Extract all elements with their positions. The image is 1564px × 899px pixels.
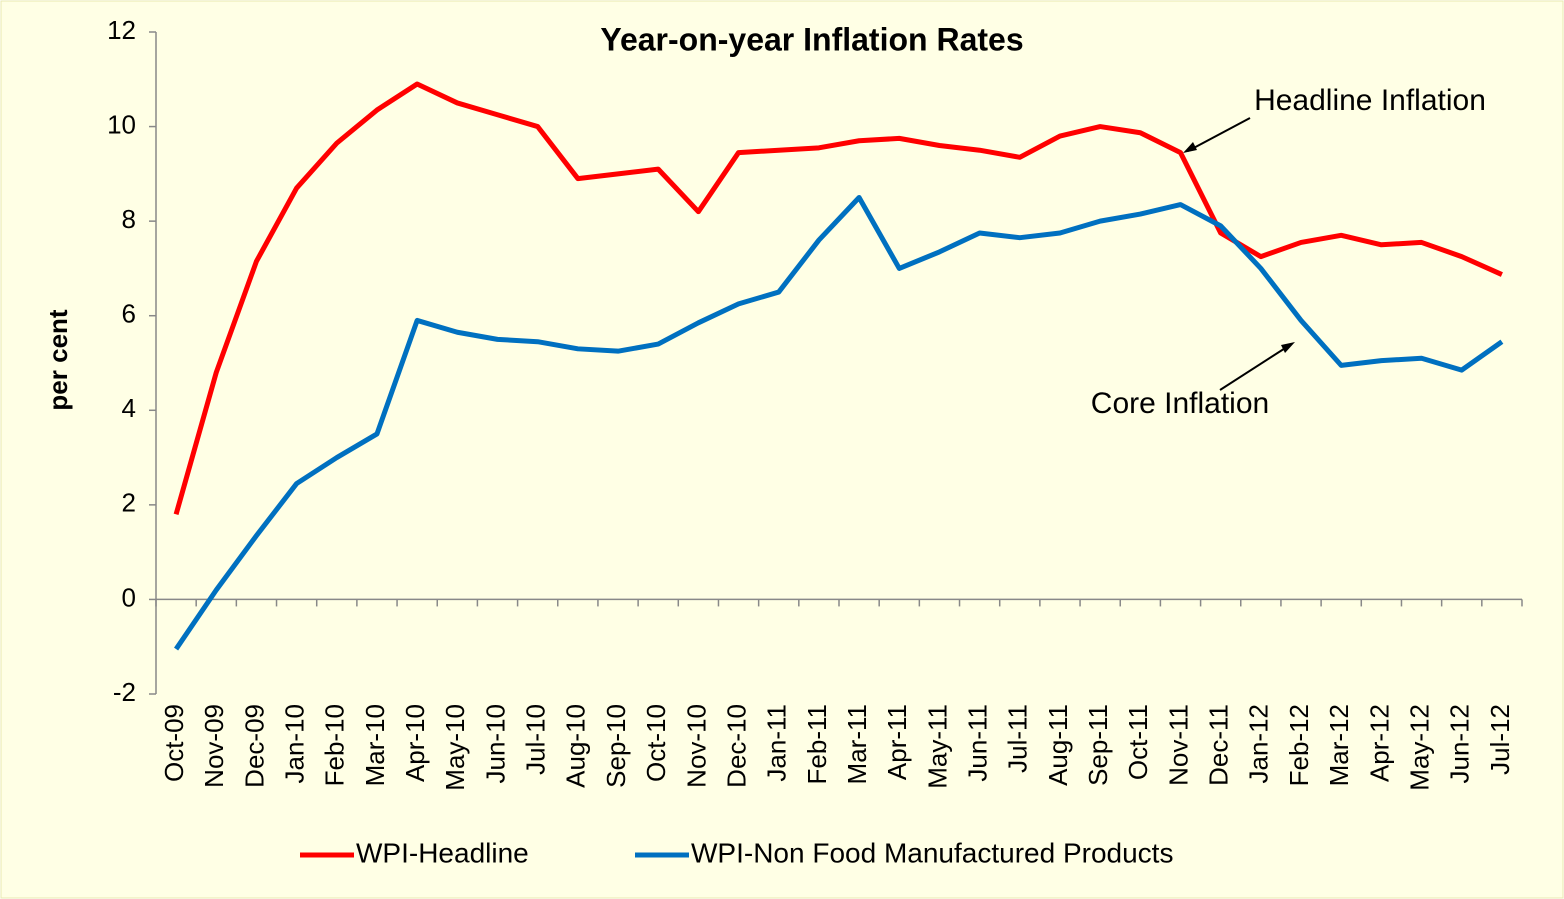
x-tick-label: Jul-11 xyxy=(1003,704,1033,773)
x-tick-label: Feb-10 xyxy=(320,704,350,786)
x-tick-label: May-12 xyxy=(1404,704,1434,791)
y-axis-label: per cent xyxy=(43,309,73,410)
y-tick-label: 4 xyxy=(122,393,136,423)
annotation-arrow xyxy=(1187,117,1251,152)
x-tick-label: Oct-11 xyxy=(1123,704,1153,780)
annotation-arrow xyxy=(1219,344,1291,391)
x-tick-label: Nov-11 xyxy=(1163,704,1193,786)
x-tick-label: Oct-10 xyxy=(641,704,671,782)
x-tick-label: Apr-10 xyxy=(400,704,430,782)
x-tick-label: Mar-11 xyxy=(842,704,872,784)
y-tick-label: 10 xyxy=(107,109,136,139)
x-tick-label: Sep-11 xyxy=(1083,704,1113,786)
data-line xyxy=(173,81,1503,515)
x-tick-label: Mar-12 xyxy=(1324,704,1354,786)
x-tick-label: Jan-12 xyxy=(1244,704,1274,784)
y-tick-label: 12 xyxy=(107,15,136,45)
x-tick-label: Sep-10 xyxy=(601,704,631,788)
x-tick-label: Apr-12 xyxy=(1364,704,1394,782)
y-tick-label: -2 xyxy=(113,677,136,707)
legend-label: WPI-Headline xyxy=(356,837,529,868)
x-tick-label: May-11 xyxy=(922,704,952,789)
data-line xyxy=(174,195,1504,651)
x-tick-label: Feb-11 xyxy=(802,704,832,784)
chart-title: Year-on-year Inflation Rates xyxy=(600,21,1023,57)
x-tick-label: Jan-11 xyxy=(762,704,792,782)
x-tick-label: Jun-12 xyxy=(1445,704,1475,784)
annotation: Headline Inflation xyxy=(1254,84,1486,117)
x-tick-label: Nov-09 xyxy=(199,704,229,788)
x-tick-label: Jul-12 xyxy=(1485,704,1515,775)
y-tick-label: 8 xyxy=(122,204,136,234)
arrow-head xyxy=(1183,142,1197,153)
x-tick-label: Jul-10 xyxy=(521,704,551,775)
legend-label: WPI-Non Food Manufactured Products xyxy=(691,837,1173,868)
x-tick-label: May-10 xyxy=(440,704,470,791)
annotation: Core Inflation xyxy=(1091,387,1269,420)
y-tick-label: 6 xyxy=(122,299,136,329)
x-tick-label: Apr-11 xyxy=(882,704,912,780)
x-tick-label: Oct-09 xyxy=(159,704,189,782)
arrow-head xyxy=(1281,342,1295,353)
y-tick-label: 2 xyxy=(122,488,136,518)
x-tick-label: Nov-10 xyxy=(681,704,711,788)
x-tick-label: Dec-11 xyxy=(1204,704,1234,786)
x-tick-label: Dec-09 xyxy=(239,704,269,788)
x-tick-label: Aug-10 xyxy=(561,704,591,788)
x-tick-label: Jun-11 xyxy=(962,704,992,782)
x-tick-label: Aug-11 xyxy=(1043,704,1073,786)
x-tick-label: Dec-10 xyxy=(721,704,751,788)
x-tick-label: Feb-12 xyxy=(1284,704,1314,786)
x-tick-label: Mar-10 xyxy=(360,704,390,786)
x-tick-label: Jan-10 xyxy=(279,704,309,784)
x-tick-label: Jun-10 xyxy=(480,704,510,784)
y-tick-label: 0 xyxy=(122,582,136,612)
